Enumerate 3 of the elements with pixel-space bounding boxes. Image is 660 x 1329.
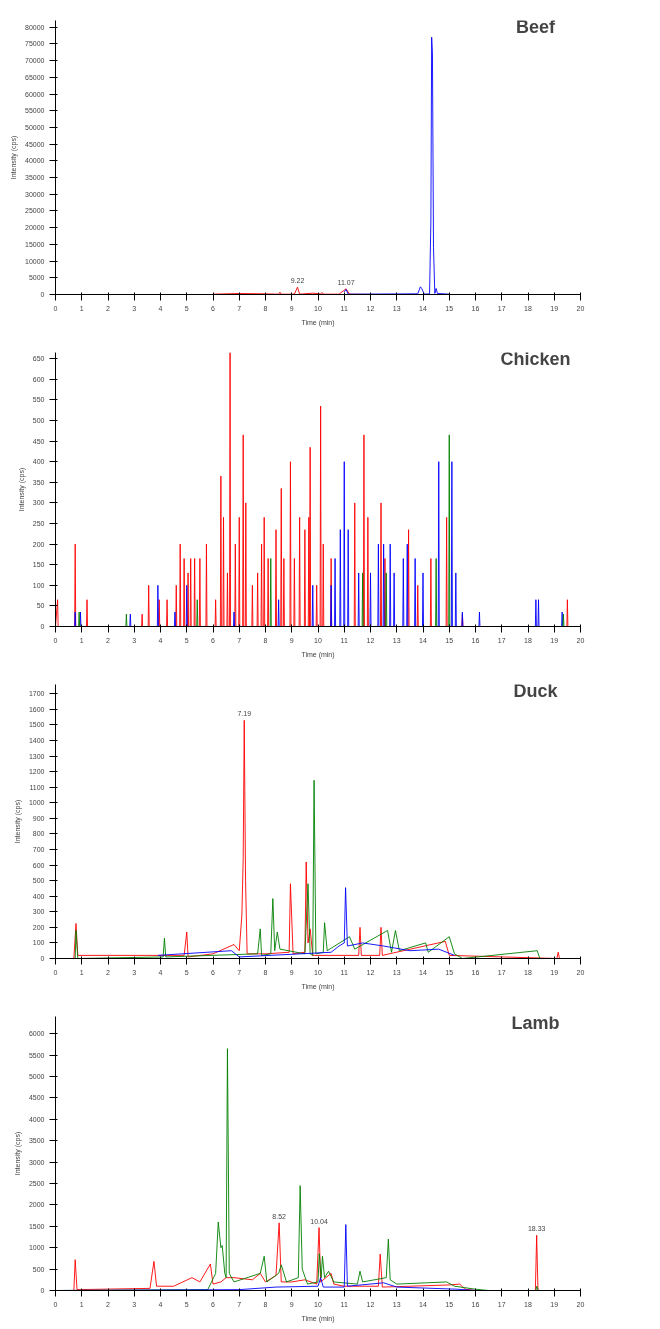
- line-series: [74, 779, 541, 959]
- line-series: [73, 719, 560, 959]
- line-series: [157, 887, 455, 958]
